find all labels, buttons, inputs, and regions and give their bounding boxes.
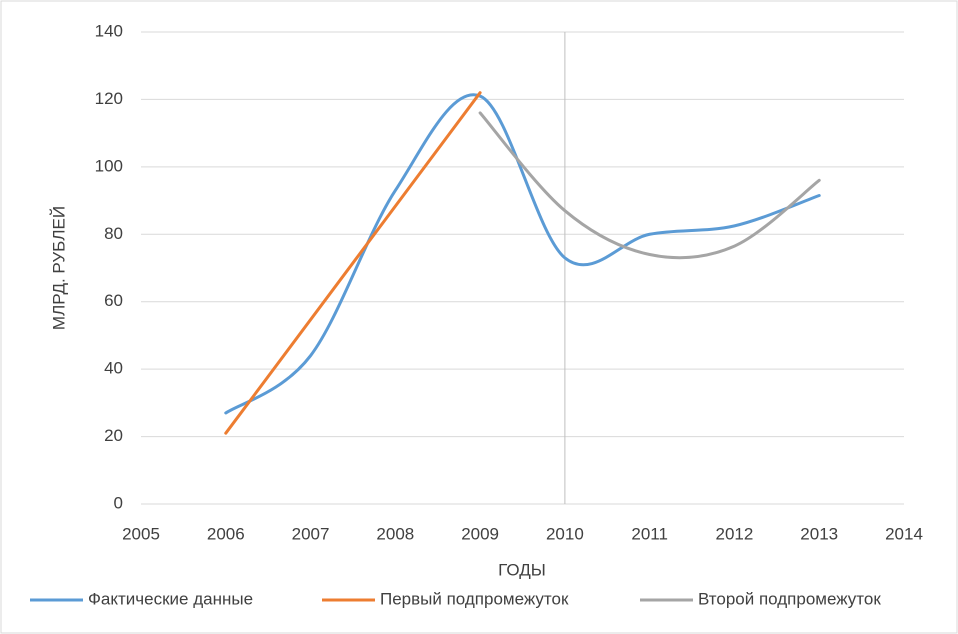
- y-tick-label: 60: [104, 291, 123, 310]
- x-tick-label: 2006: [207, 524, 245, 543]
- x-tick-label: 2010: [546, 524, 584, 543]
- x-tick-label: 2007: [292, 524, 330, 543]
- x-tick-label: 2005: [122, 524, 160, 543]
- x-tick-label: 2014: [885, 524, 923, 543]
- series-line: [224, 93, 821, 415]
- x-tick-label: 2009: [461, 524, 499, 543]
- series-line: [478, 111, 821, 260]
- y-tick-label: 40: [104, 359, 123, 378]
- y-tick-label: 0: [114, 493, 123, 512]
- y-tick-label: 140: [95, 21, 123, 40]
- y-tick-label: 100: [95, 156, 123, 175]
- legend-label: Фактические данные: [88, 589, 253, 608]
- y-tick-label: 120: [95, 89, 123, 108]
- x-axis-title: ГОДЫ: [498, 560, 546, 579]
- legend-label: Второй подпромежуток: [698, 589, 881, 608]
- y-tick-label: 80: [104, 224, 123, 243]
- x-tick-label: 2008: [376, 524, 414, 543]
- x-tick-label: 2013: [800, 524, 838, 543]
- x-tick-label: 2012: [716, 524, 754, 543]
- y-axis-title: МЛРД. РУБЛЕЙ: [49, 206, 68, 330]
- x-tick-label: 2011: [631, 524, 668, 543]
- y-tick-label: 20: [104, 426, 123, 445]
- legend-label: Первый подпромежуток: [380, 589, 569, 608]
- series-line: [224, 91, 482, 435]
